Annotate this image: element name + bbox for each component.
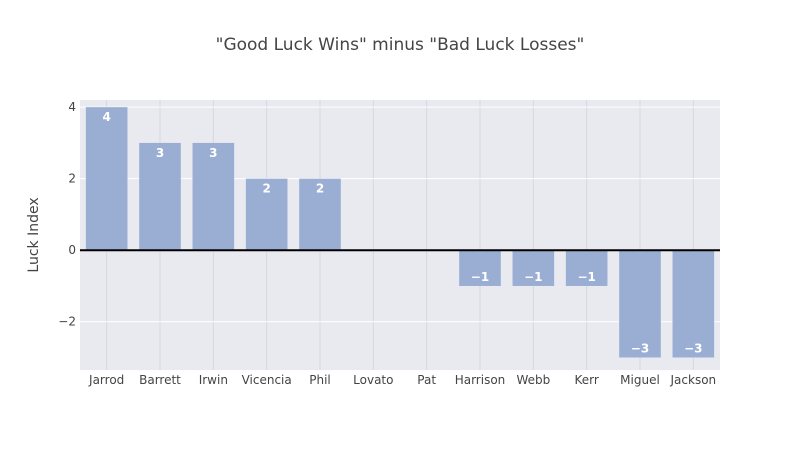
- bar-value-label: −3: [631, 341, 649, 355]
- x-axis-ticks: Jarrod Barrett Irwin Vicencia Phil Lovato Pat H…: [88, 373, 716, 387]
- bar-jarrod: [85, 107, 128, 251]
- x-tick-label: Jackson: [670, 373, 717, 387]
- bar-harrison: [459, 250, 501, 286]
- x-tick-label: Webb: [516, 373, 550, 387]
- x-tick-label: Irwin: [199, 373, 228, 387]
- bar-kerr: [565, 250, 608, 286]
- bars-group: [85, 107, 715, 358]
- bar-value-label: −1: [524, 270, 542, 284]
- x-tick-label: Kerr: [575, 373, 599, 387]
- bar-vicencia: [245, 178, 288, 251]
- bar-miguel: [619, 250, 661, 358]
- x-tick-label: Lovato: [353, 373, 393, 387]
- x-tick-label: Phil: [309, 373, 331, 387]
- x-tick-label: Harrison: [455, 373, 506, 387]
- y-tick-label: −2: [58, 315, 76, 329]
- x-tick-label: Miguel: [620, 373, 660, 387]
- bar-value-label: 4: [102, 110, 110, 124]
- y-axis-label: Luck Index: [26, 197, 42, 272]
- bar-phil: [299, 178, 341, 251]
- x-tick-label: Jarrod: [88, 373, 124, 387]
- x-tick-label: Vicencia: [242, 373, 292, 387]
- y-axis-ticks: −2 0 2 4: [58, 100, 76, 329]
- bar-value-label: −1: [471, 270, 489, 284]
- bar-value-label: 3: [156, 146, 164, 160]
- x-tick-label: Pat: [417, 373, 436, 387]
- horizontal-gridlines: [80, 106, 720, 323]
- plot-area: [80, 100, 720, 370]
- y-tick-label: 2: [68, 172, 76, 186]
- y-tick-label: 4: [68, 100, 76, 114]
- bar-webb: [512, 250, 555, 286]
- bar-value-label: −1: [577, 270, 595, 284]
- bar-irwin: [192, 142, 235, 251]
- x-tick-label: Barrett: [139, 373, 181, 387]
- chart-title: "Good Luck Wins" minus "Bad Luck Losses": [216, 35, 585, 55]
- bar-jackson: [672, 250, 715, 358]
- y-tick-label: 0: [68, 243, 76, 257]
- bar-value-label: 3: [209, 146, 217, 160]
- bar-value-label: 2: [262, 182, 270, 196]
- bar-value-label: 2: [316, 182, 324, 196]
- bar-barrett: [139, 142, 181, 251]
- bar-labels-group: 4 3 3 2 2 −1 −1 −1 −3 −3: [102, 110, 702, 355]
- bar-value-label: −3: [684, 341, 702, 355]
